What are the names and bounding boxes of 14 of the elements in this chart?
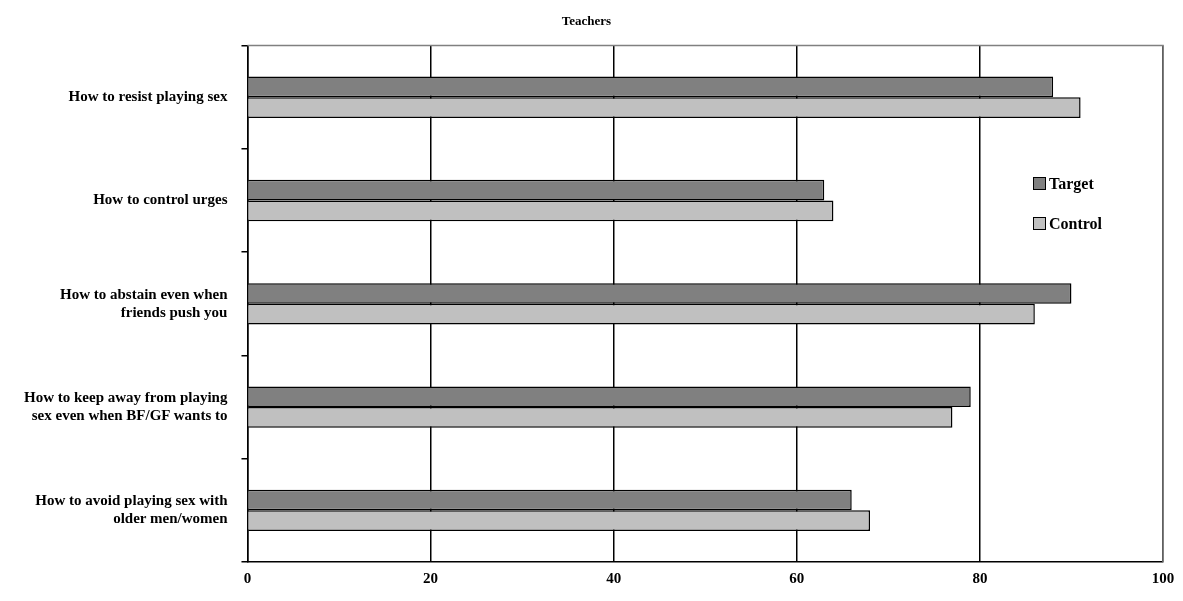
y-tick-label: How to avoid playing sex with older men/women [35, 492, 229, 527]
chart-title: Teachers [561, 13, 612, 29]
x-tick-label: 20 [423, 569, 439, 586]
x-tick-label: 0 [243, 569, 252, 586]
x-tick-label: 80 [972, 569, 988, 586]
legend-label: Target [1049, 174, 1094, 193]
y-tick-label: How to resist playing sex [68, 88, 228, 105]
x-tick-label: 40 [606, 569, 622, 586]
x-tick-label: 100 [1151, 569, 1175, 586]
y-tick-label: How to control urges [93, 191, 228, 208]
y-tick-label: How to abstain even when friends push you [59, 285, 229, 320]
legend-label: Control [1049, 214, 1103, 233]
x-tick-label: 60 [789, 569, 805, 586]
y-tick-label: How to keep away from playing sex even when BF/GF wants to [23, 388, 228, 423]
